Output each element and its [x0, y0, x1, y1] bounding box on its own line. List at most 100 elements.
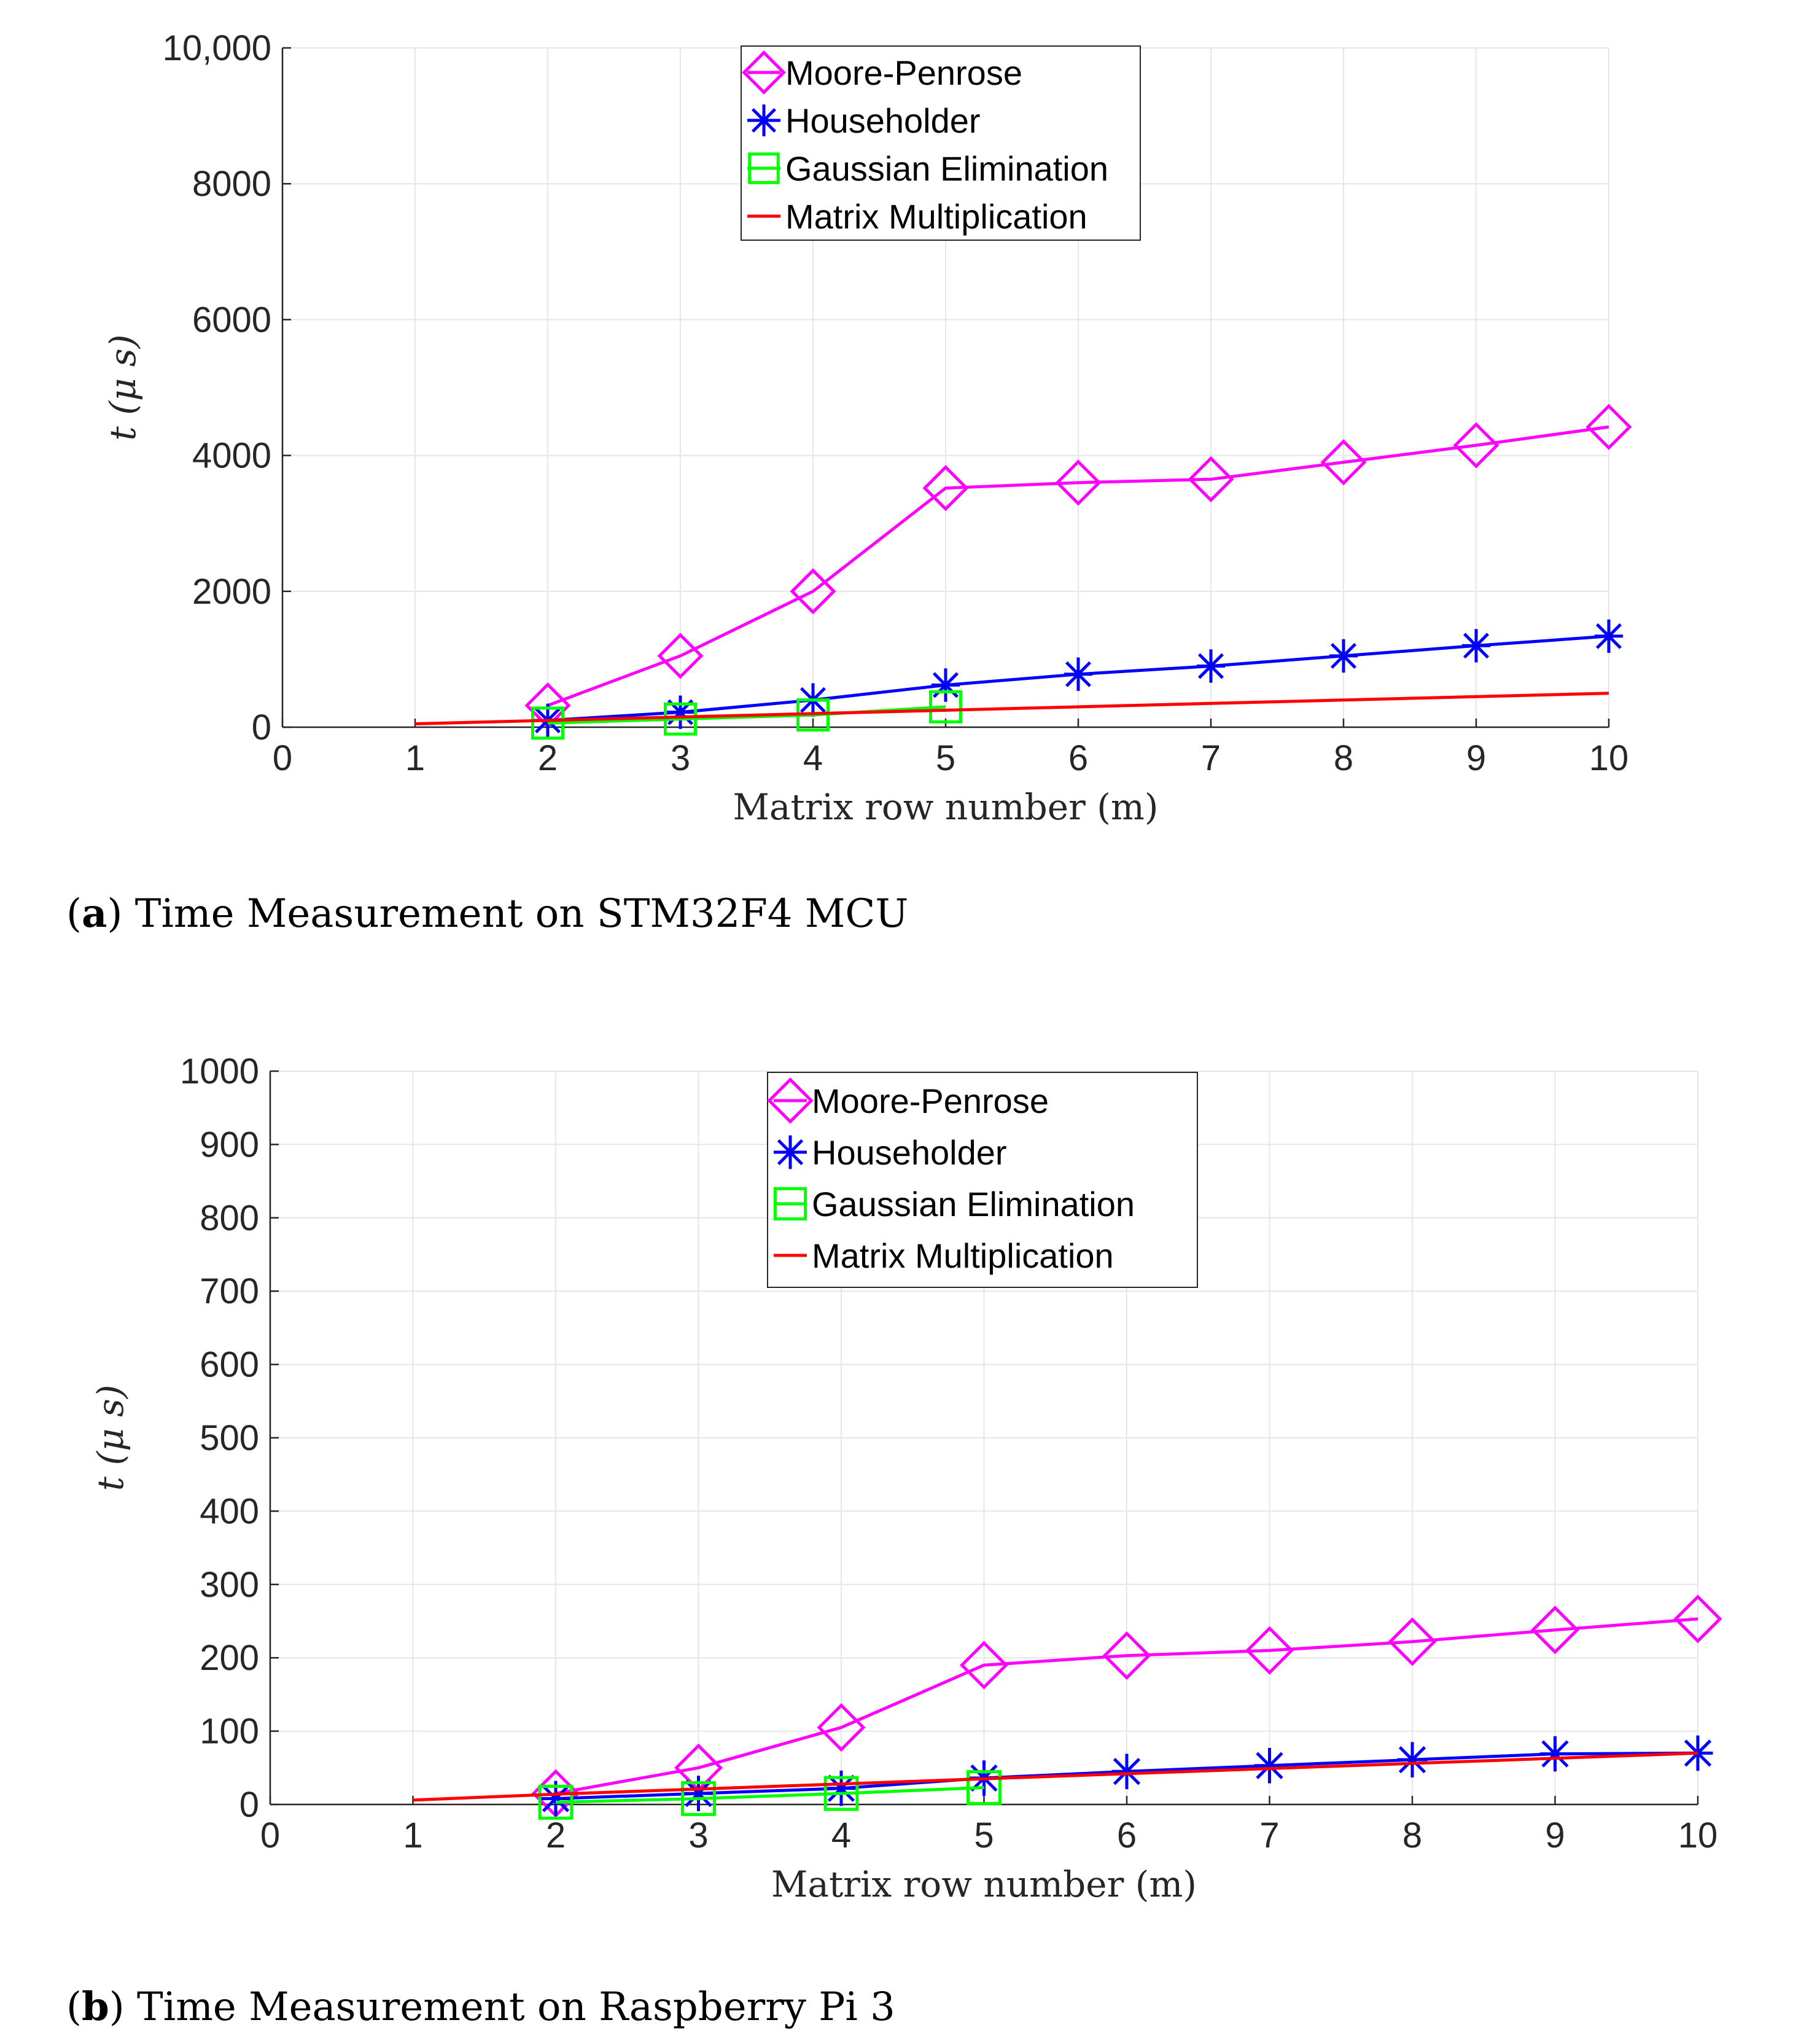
legend: Moore-Penrose Householder Gaussian Elimina…	[767, 1072, 1198, 1288]
series-gaussian-elimination	[538, 1770, 1002, 1820]
legend-label: Matrix Multiplication	[812, 1236, 1114, 1275]
data-point	[823, 1776, 859, 1811]
x-tick-label: 0	[260, 1816, 280, 1855]
y-tick-label: 4000	[192, 436, 271, 476]
x-tick-label: 2	[546, 1816, 566, 1855]
legend-swatch-marker	[767, 1077, 814, 1124]
y-axis-title: t (μ s)	[102, 335, 144, 441]
x-tick-label: 4	[831, 1816, 851, 1855]
data-point	[1530, 1605, 1580, 1655]
y-tick-label: 0	[239, 1785, 259, 1825]
y-tick-label: 1000	[180, 1051, 259, 1091]
series-line	[414, 692, 1609, 725]
legend-label: Gaussian Elimination	[785, 149, 1108, 188]
x-tick-label: 3	[671, 738, 690, 778]
y-axis-title: t (μ s)	[90, 1385, 131, 1491]
x-tick-label: 5	[974, 1816, 994, 1855]
data-point	[1245, 1626, 1294, 1675]
series-householder	[540, 1735, 1713, 1817]
data-point	[1102, 1631, 1151, 1680]
x-axis-title: Matrix row number (m)	[733, 786, 1159, 828]
data-point	[1594, 619, 1624, 653]
data-point	[790, 568, 836, 615]
x-tick-label: 1	[403, 1816, 422, 1855]
data-point	[967, 1770, 1002, 1805]
y-tick-label: 10,000	[163, 28, 271, 68]
series-line	[413, 1751, 1698, 1802]
x-tick-label: 9	[1466, 738, 1486, 778]
x-tick-label: 6	[1117, 1816, 1137, 1855]
legend-swatch-marker	[750, 104, 777, 136]
y-tick-label: 2000	[192, 572, 271, 612]
data-point	[1111, 1753, 1142, 1790]
x-tick-label: 10	[1589, 738, 1629, 778]
x-tick-label: 10	[1678, 1816, 1718, 1855]
series-matrix-multiplication	[413, 1751, 1698, 1802]
y-tick-label: 6000	[192, 300, 271, 340]
y-tick-label: 400	[200, 1491, 259, 1531]
data-point	[1682, 1735, 1713, 1771]
data-point	[1388, 1617, 1437, 1666]
data-point	[1585, 404, 1632, 450]
data-point	[538, 1784, 574, 1820]
data-point	[1540, 1736, 1570, 1772]
legend-box	[741, 45, 1141, 241]
y-tick-label: 0	[252, 708, 271, 747]
legend-label: Matrix Multiplication	[785, 197, 1087, 236]
x-tick-label: 6	[1068, 738, 1088, 778]
legend-swatch-marker	[773, 1187, 807, 1221]
series-moore-penrose	[524, 404, 1632, 729]
x-tick-label: 8	[1334, 738, 1353, 778]
data-point	[931, 668, 960, 702]
series-line	[555, 1617, 1698, 1795]
x-tick-label: 7	[1259, 1816, 1279, 1855]
data-point	[1055, 459, 1102, 506]
data-point	[1461, 629, 1491, 663]
data-point	[681, 1781, 716, 1816]
data-point	[657, 633, 704, 679]
x-tick-label: 8	[1402, 1816, 1422, 1855]
legend-swatch-marker	[776, 1135, 805, 1169]
grid	[282, 47, 1609, 728]
caption-a: (a) Time Measurement on STM32F4 MCU	[66, 891, 909, 937]
data-point	[929, 690, 962, 724]
data-point	[1673, 1594, 1722, 1644]
data-point	[1453, 422, 1499, 469]
x-tick-label: 5	[936, 738, 955, 778]
y-tick-label: 600	[200, 1345, 259, 1385]
y-tick-label: 900	[200, 1125, 259, 1164]
data-point	[959, 1640, 1009, 1690]
data-point	[683, 1776, 714, 1811]
x-tick-label: 4	[803, 738, 823, 778]
chart-stm32f4: 0 1 2 3 4 5 6 7 8 9 10 0 2000 4000 6000 8000 10,000 Matri…	[102, 28, 1632, 828]
x-tick-label: 2	[538, 738, 558, 778]
y-tick-label: 800	[200, 1198, 259, 1238]
y-tick-label: 100	[200, 1712, 259, 1752]
legend-label: Householder	[785, 101, 981, 140]
legend: Moore-Penrose Householder Gaussian Elimina…	[741, 45, 1141, 241]
legend-label: Moore-Penrose	[812, 1082, 1049, 1120]
x-tick-label: 7	[1201, 738, 1221, 778]
series-line	[555, 1786, 984, 1804]
x-tick-label: 3	[688, 1816, 708, 1855]
data-point	[1254, 1747, 1285, 1784]
data-point	[664, 702, 697, 736]
legend-label: Householder	[812, 1133, 1007, 1172]
data-point	[1397, 1742, 1428, 1777]
y-tick-label: 8000	[192, 164, 271, 204]
y-tick-label: 500	[200, 1418, 259, 1458]
caption-b: (b) Time Measurement on Raspberry Pi 3	[66, 1984, 895, 2030]
legend-swatch-marker	[748, 152, 780, 184]
y-tick-label: 200	[200, 1638, 259, 1678]
x-tick-label: 1	[405, 738, 425, 778]
y-tick-label: 700	[200, 1271, 259, 1311]
legend-label: Moore-Penrose	[785, 53, 1022, 92]
data-point	[1329, 639, 1358, 673]
y-tick-label: 300	[200, 1565, 259, 1605]
x-axis-title: Matrix row number (m)	[771, 1863, 1197, 1905]
data-point	[817, 1703, 866, 1752]
data-point	[1320, 439, 1367, 486]
data-point	[666, 695, 695, 729]
data-point	[1188, 456, 1234, 502]
x-tick-label: 9	[1545, 1816, 1565, 1855]
